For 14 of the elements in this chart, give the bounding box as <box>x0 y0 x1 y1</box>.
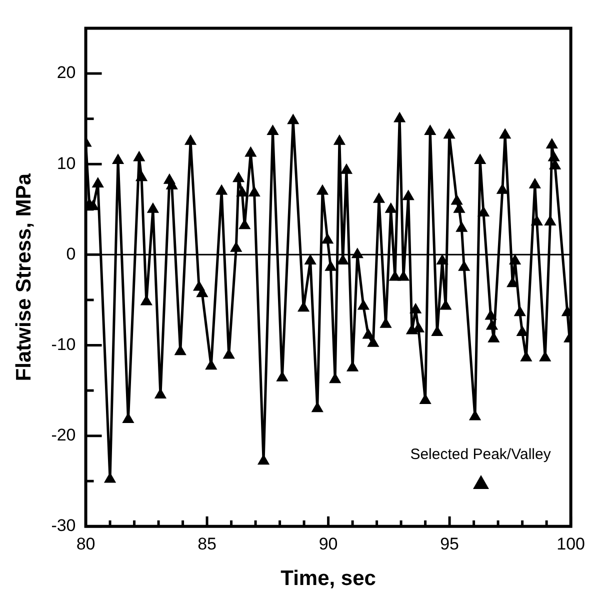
y-tick-label: -10 <box>51 334 76 354</box>
y-tick-label: -30 <box>51 516 76 536</box>
x-axis-title: Time, sec <box>280 567 376 590</box>
y-tick-label: 0 <box>66 244 76 264</box>
y-tick-label: 10 <box>56 154 76 173</box>
x-tick-label: 95 <box>440 534 460 554</box>
y-tick-label: -20 <box>51 426 76 445</box>
x-tick-label: 100 <box>556 534 586 554</box>
x-tick-label: 90 <box>318 534 338 554</box>
y-tick-label: 20 <box>56 63 76 82</box>
x-tick-label: 85 <box>198 534 216 554</box>
x-tick-label: 80 <box>76 534 96 554</box>
y-axis-title: Flatwise Stress, MPa <box>12 173 36 382</box>
text: Selected Peak/Valley <box>410 446 551 464</box>
